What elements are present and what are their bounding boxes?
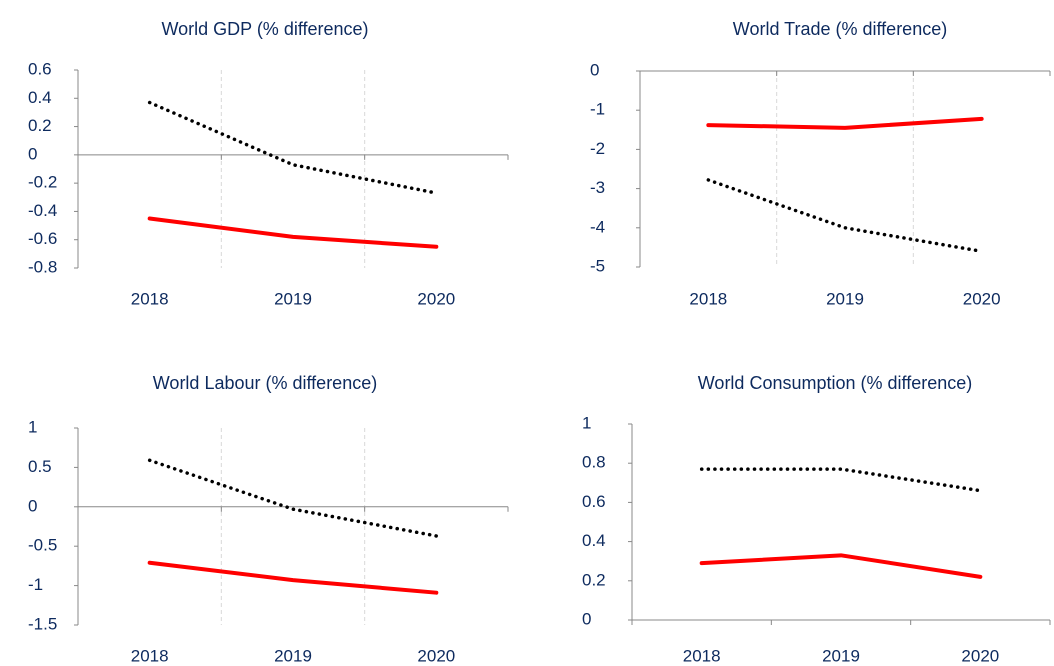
chart-panel: World Trade (% difference) -5 -4 -3 -2 -1 0 201… <box>590 19 1051 308</box>
series-line <box>147 458 439 538</box>
x-tick-label: 2018 <box>683 646 721 665</box>
x-tick-label: 2019 <box>274 646 312 665</box>
y-tick-label: 0.6 <box>582 492 606 511</box>
series-line <box>706 116 984 130</box>
x-tick-label: 2020 <box>417 289 455 308</box>
series-line <box>147 560 439 595</box>
y-tick-label: 0 <box>28 144 37 163</box>
y-tick-label: -0.6 <box>28 229 57 248</box>
x-tick-label: 2020 <box>961 646 999 665</box>
x-tick-label: 2020 <box>963 289 1001 308</box>
x-tick-label: 2020 <box>417 646 455 665</box>
series-line <box>706 178 984 254</box>
y-tick-label: 0.2 <box>28 116 52 135</box>
series-line <box>699 553 983 579</box>
y-tick-label: -0.8 <box>28 257 57 276</box>
y-tick-label: 0.4 <box>582 531 606 550</box>
y-tick-label: 0.8 <box>582 453 606 472</box>
x-tick-label: 2018 <box>131 646 169 665</box>
series-line <box>699 467 983 493</box>
y-tick-label: -1 <box>28 575 43 594</box>
y-tick-label: -3 <box>590 178 605 197</box>
x-tick-label: 2019 <box>822 646 860 665</box>
y-tick-label: 1 <box>582 413 591 432</box>
chart-title: World Consumption (% difference) <box>698 373 972 393</box>
y-tick-label: 0 <box>582 609 591 628</box>
chart-title: World Labour (% difference) <box>153 373 377 393</box>
y-tick-label: 0.2 <box>582 570 606 589</box>
chart-panel: World Labour (% difference) -1.5 -1 -0.5 0 0.… <box>28 373 509 665</box>
y-tick-label: 0 <box>590 60 599 79</box>
y-tick-label: 0.4 <box>28 88 52 107</box>
x-tick-label: 2018 <box>689 289 727 308</box>
y-tick-label: 0.5 <box>28 457 52 476</box>
x-tick-label: 2019 <box>826 289 864 308</box>
x-tick-label: 2018 <box>131 289 169 308</box>
y-tick-label: -1.5 <box>28 614 57 633</box>
y-tick-label: -0.4 <box>28 201 57 220</box>
chart-panel: World GDP (% difference) -0.8 -0.6 -0.4 -0.2… <box>28 19 509 308</box>
y-tick-label: 0 <box>28 496 37 515</box>
series-line <box>147 216 439 249</box>
chart-title: World Trade (% difference) <box>733 19 947 39</box>
y-tick-label: 1 <box>28 417 37 436</box>
y-tick-label: -1 <box>590 100 605 119</box>
y-tick-label: -5 <box>590 256 605 275</box>
y-tick-label: -2 <box>590 139 605 158</box>
series-line <box>147 100 439 195</box>
y-tick-label: -4 <box>590 217 605 236</box>
y-tick-label: 0.6 <box>28 59 52 78</box>
chart-title: World GDP (% difference) <box>161 19 368 39</box>
chart-panel: World Consumption (% difference) 0 0.2 0.4 0… <box>582 373 1051 665</box>
y-tick-label: -0.2 <box>28 173 57 192</box>
y-tick-label: -0.5 <box>28 536 57 555</box>
x-tick-label: 2019 <box>274 289 312 308</box>
